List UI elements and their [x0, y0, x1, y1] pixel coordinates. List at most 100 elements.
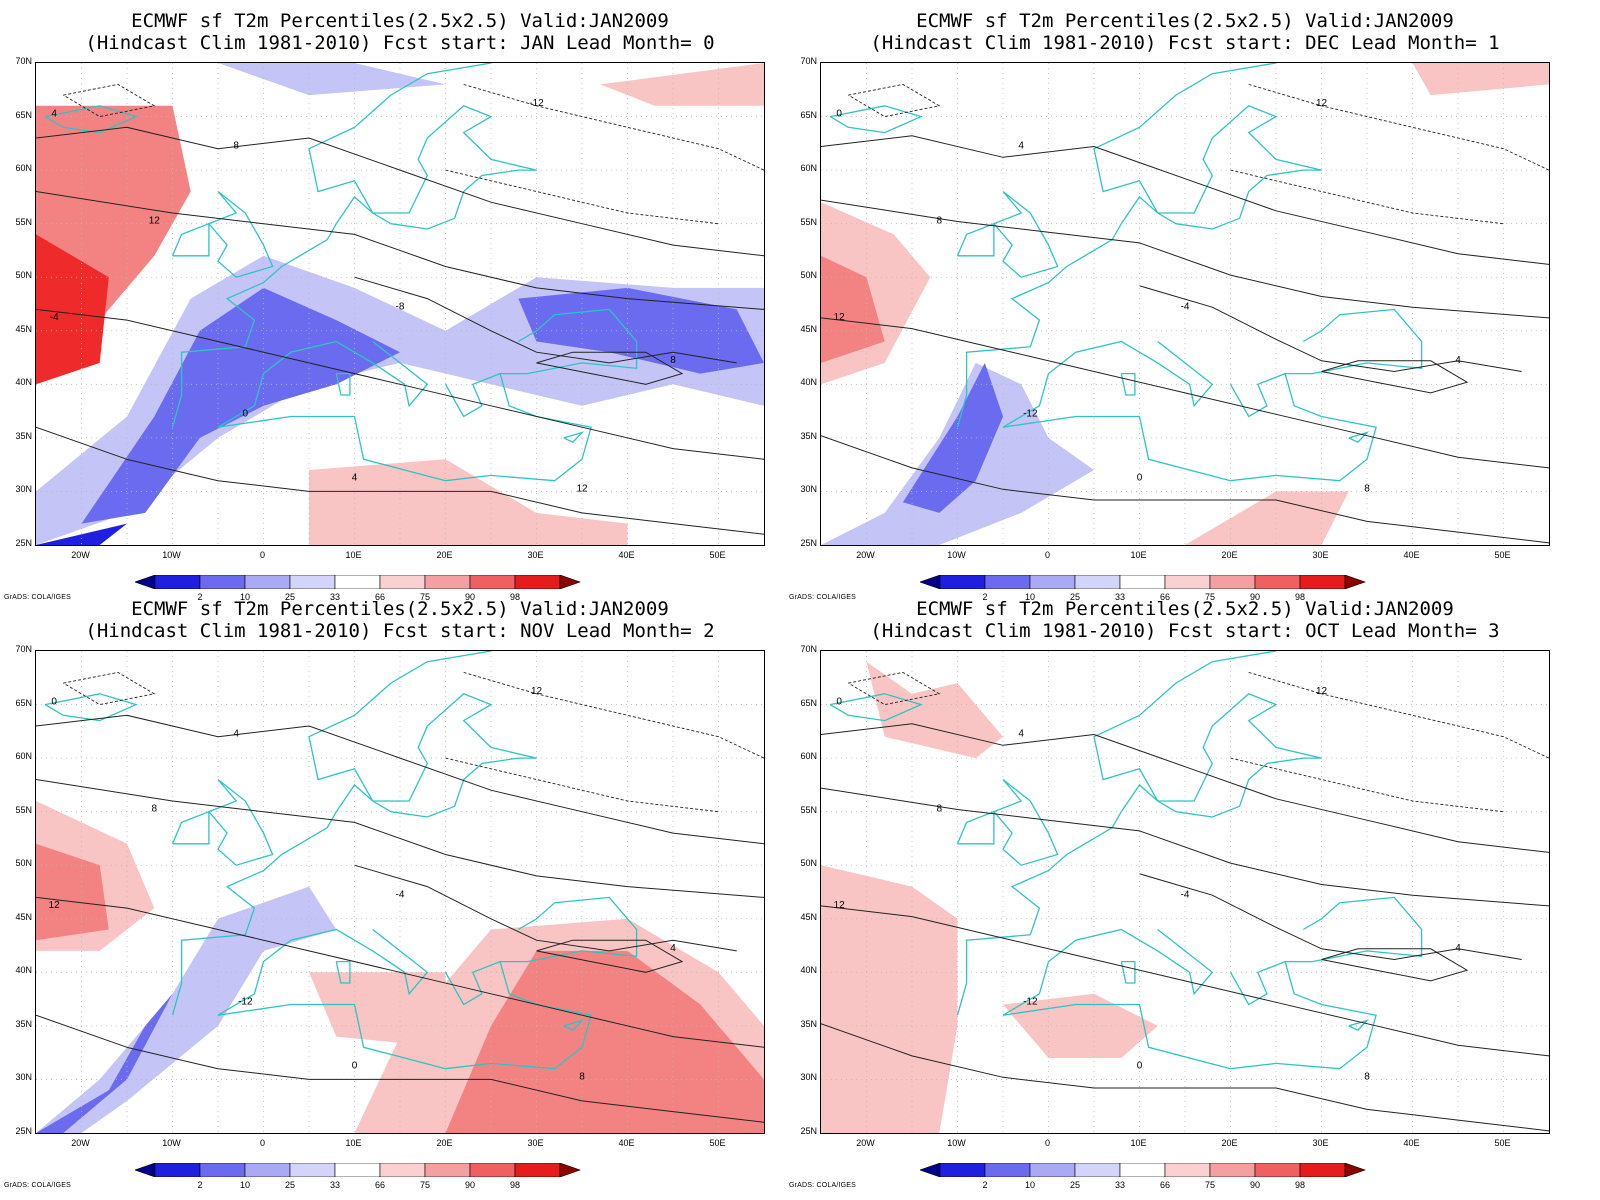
coastline [992, 778, 1059, 866]
anomaly-region-light-blue [36, 886, 337, 1133]
longitude-tick-label: 40E [1403, 550, 1420, 560]
anomaly-region-light-red [1185, 491, 1349, 545]
colorbar-segment [1119, 1163, 1166, 1177]
coastline [444, 372, 501, 418]
temperature-contour [36, 1014, 764, 1123]
anomaly-region-deep-red [36, 234, 109, 385]
colorbar-segment [469, 1163, 516, 1177]
colorbar-label: 75 [419, 1180, 430, 1190]
latitude-tick-label: 70N [800, 56, 817, 66]
temperature-contour [36, 426, 764, 535]
panel-title: ECMWF sf T2m Percentiles(2.5x2.5) Valid:… [131, 10, 669, 32]
contour-label: 12 [149, 216, 161, 227]
colorbar-label: 33 [329, 592, 340, 602]
latitude-tick-label: 65N [800, 109, 817, 120]
temperature-contour [821, 435, 1549, 544]
map-panel-lead-2: ECMWF sf T2m Percentiles(2.5x2.5) Valid:… [0, 588, 800, 1190]
colorbar-label: 66 [374, 1180, 385, 1190]
contour-label: 4 [352, 473, 358, 484]
colorbar-label: 90 [1249, 1180, 1260, 1190]
latitude-tick-label: 50N [15, 270, 32, 281]
temperature-contour [821, 787, 1549, 907]
contour-label: -4 [396, 889, 405, 900]
temperature-contour [1139, 285, 1522, 373]
temperature-contour [354, 864, 737, 952]
colorbar-segment [334, 575, 381, 589]
contour-label: -12 [1023, 408, 1038, 419]
panel-subtitle: (Hindcast Clim 1981-2010) Fcst start: JA… [85, 32, 715, 54]
grads-credit: GrADS: COLA/IGES [4, 594, 71, 601]
anomaly-region-mid-red [821, 255, 885, 363]
contour-label: 8 [152, 804, 158, 815]
colorbar-label: 2 [982, 1180, 988, 1190]
colorbar-segment [1029, 1163, 1076, 1177]
coastline [956, 651, 1322, 1016]
colorbar-label: 75 [1204, 592, 1215, 602]
colorbar-segment [984, 575, 1031, 589]
longitude-tick-label: 10E [1130, 1138, 1147, 1148]
colorbar-segment [1299, 575, 1346, 589]
colorbar-segment [199, 1163, 246, 1177]
latitude-tick-label: 55N [15, 804, 32, 815]
colorbar-label: 25 [284, 592, 295, 602]
temperature-contour-negative [445, 169, 719, 225]
anomaly-region-light-blue [218, 63, 446, 96]
colorbar-label: 2 [982, 592, 988, 602]
longitude-tick-label: 0 [1044, 550, 1050, 560]
colorbar-segment [379, 575, 426, 589]
colorbar-label: 98 [509, 592, 520, 602]
coastline [956, 63, 1322, 428]
colorbar-segment [379, 1163, 426, 1177]
contour-label: 8 [670, 355, 676, 366]
coastline [207, 778, 274, 866]
longitude-tick-label: 10E [345, 1138, 362, 1148]
contour-label: 4 [1455, 355, 1461, 366]
colorbar-segment [1254, 575, 1301, 589]
latitude-tick-label: 30N [15, 484, 32, 495]
temperature-contour-negative [63, 83, 156, 118]
longitude-tick-label: 50E [709, 1138, 726, 1148]
panel-subtitle: (Hindcast Clim 1981-2010) Fcst start: OC… [870, 620, 1500, 642]
coastline [44, 105, 138, 134]
colorbar-label: 33 [1114, 1180, 1125, 1190]
anomaly-region-light-red [309, 972, 446, 1048]
longitude-tick-label: 10E [345, 550, 362, 560]
colorbar [135, 1163, 581, 1177]
colorbar-label: 98 [1294, 592, 1305, 602]
temperature-contour [1321, 948, 1469, 982]
latitude-tick-label: 65N [15, 697, 32, 708]
map-panel-lead-0: ECMWF sf T2m Percentiles(2.5x2.5) Valid:… [0, 0, 800, 602]
latitude-tick-label: 25N [15, 1126, 32, 1136]
coastline [1002, 928, 1214, 1016]
temperature-contour-negative [1248, 83, 1549, 171]
colorbar-label: 25 [1069, 592, 1080, 602]
colorbar-segment [1299, 1163, 1346, 1177]
colorbar-segment [1164, 575, 1211, 589]
temperature-contour-negative [445, 757, 719, 813]
latitude-tick-label: 70N [800, 644, 817, 654]
temperature-contour-negative [1230, 169, 1504, 225]
colorbar-segment [244, 1163, 291, 1177]
temperature-contour [821, 1023, 1549, 1132]
colorbar-label: 90 [464, 1180, 475, 1190]
longitude-tick-label: 0 [259, 1138, 265, 1148]
latitude-tick-label: 25N [800, 1126, 817, 1136]
latitude-tick-label: 30N [800, 1072, 817, 1083]
map-area: 0 4 8 12 -4 -12 0 4 8 12 [35, 650, 765, 1134]
temperature-contour-negative [1230, 757, 1504, 813]
anomaly-region-mid-red [36, 843, 109, 941]
latitude-tick-label: 25N [800, 538, 817, 548]
colorbar-label: 98 [509, 1180, 520, 1190]
longitude-tick-label: 50E [1494, 1138, 1511, 1148]
anomaly-region-light-red [600, 63, 764, 106]
longitude-tick-label: 10W [162, 550, 181, 560]
latitude-tick-label: 35N [800, 430, 817, 441]
contour-label: -8 [396, 301, 405, 312]
colorbar-label: 10 [239, 1180, 250, 1190]
coastline [1002, 896, 1423, 1070]
coastline [1348, 1019, 1370, 1031]
grads-credit: GrADS: COLA/IGES [4, 1182, 71, 1189]
longitude-tick-label: 30E [527, 550, 544, 560]
colorbar-arrow-high [559, 1163, 581, 1177]
contour-label: -12 [529, 98, 544, 109]
